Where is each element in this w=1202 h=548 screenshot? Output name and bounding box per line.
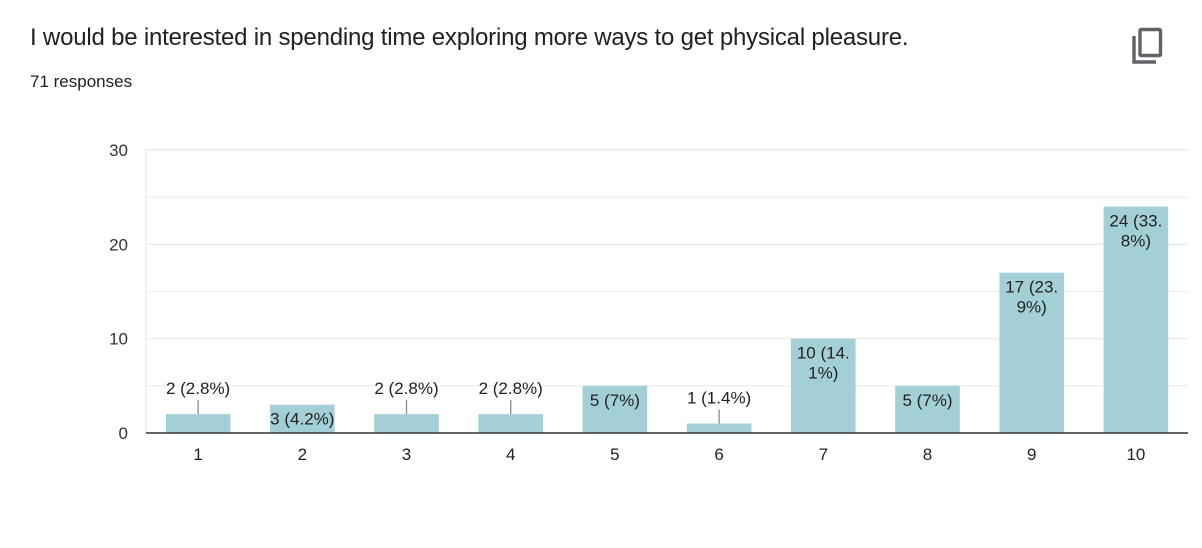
bar	[165, 414, 231, 433]
data-label: 10 (14. 1%)	[797, 344, 850, 383]
x-tick-label: 7	[819, 445, 828, 464]
bar	[1103, 206, 1169, 433]
bar	[999, 272, 1065, 433]
data-label: 1 (1.4%)	[687, 389, 751, 408]
x-tick-label: 1	[193, 445, 202, 464]
data-label: 3 (4.2%)	[270, 410, 334, 429]
data-label: 2 (2.8%)	[166, 379, 230, 398]
x-tick-label: 3	[402, 445, 411, 464]
y-tick-label: 20	[109, 235, 128, 254]
x-tick-label: 9	[1027, 445, 1036, 464]
bar	[269, 404, 335, 433]
x-tick-label: 2	[298, 445, 307, 464]
y-tick-label: 0	[119, 424, 128, 443]
data-label: 24 (33. 8%)	[1109, 212, 1162, 251]
bar	[790, 338, 856, 433]
x-tick-label: 4	[506, 445, 515, 464]
response-count: 71 responses	[30, 72, 133, 91]
copy-icon	[1132, 27, 1163, 64]
x-tick-label: 6	[714, 445, 723, 464]
bar	[374, 414, 439, 433]
data-label: 5 (7%)	[902, 391, 952, 410]
x-tick-label: 10	[1126, 445, 1145, 464]
bar	[895, 385, 960, 433]
bar	[478, 414, 544, 433]
y-tick-label: 10	[109, 330, 128, 349]
bar	[686, 423, 752, 433]
data-label: 2 (2.8%)	[479, 379, 543, 398]
x-tick-label: 5	[610, 445, 619, 464]
x-tick-label: 8	[923, 445, 932, 464]
data-label: 2 (2.8%)	[374, 379, 438, 398]
y-tick-label: 30	[109, 141, 128, 160]
bar	[582, 385, 648, 433]
data-label: 5 (7%)	[590, 391, 640, 410]
chart-title: I would be interested in spending time e…	[30, 24, 909, 51]
copy-chart-button[interactable]	[1126, 24, 1170, 68]
data-label: 17 (23. 9%)	[1005, 278, 1058, 317]
